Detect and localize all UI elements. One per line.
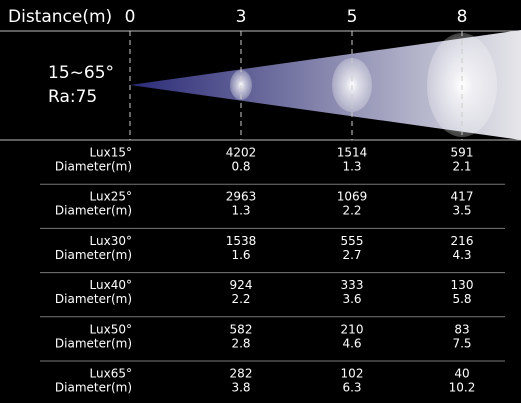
diameter-label: Diameter(m) bbox=[55, 381, 132, 395]
diameter-value: 3.5 bbox=[452, 204, 471, 218]
diameter-value: 5.8 bbox=[452, 292, 471, 306]
lux-value: 591 bbox=[451, 146, 474, 160]
distance-label: 5 bbox=[347, 7, 358, 27]
diameter-value: 2.2 bbox=[342, 204, 361, 218]
lux-label: Lux50° bbox=[90, 322, 132, 336]
diameter-label: Diameter(m) bbox=[55, 292, 132, 306]
distance-label: 3 bbox=[236, 7, 247, 27]
diameter-value: 1.3 bbox=[231, 204, 250, 218]
lux-label: Lux40° bbox=[90, 278, 132, 292]
lux-value: 40 bbox=[454, 367, 469, 381]
lux-value: 1514 bbox=[337, 146, 368, 160]
diameter-label: Diameter(m) bbox=[55, 248, 132, 262]
diameter-value: 4.3 bbox=[452, 248, 471, 262]
lux-value: 130 bbox=[451, 278, 474, 292]
diameter-label: Diameter(m) bbox=[55, 160, 132, 174]
lux-label: Lux30° bbox=[90, 234, 132, 248]
lux-label: Lux25° bbox=[90, 190, 132, 204]
lux-value: 1069 bbox=[337, 190, 368, 204]
diameter-value: 1.3 bbox=[342, 160, 361, 174]
lux-value: 417 bbox=[451, 190, 474, 204]
beam-angle: 15~65° bbox=[48, 63, 114, 83]
diameter-value: 3.6 bbox=[342, 292, 361, 306]
lux-value: 83 bbox=[454, 322, 469, 336]
lux-value: 555 bbox=[341, 234, 364, 248]
diameter-value: 6.3 bbox=[342, 381, 361, 395]
lux-value: 210 bbox=[341, 322, 364, 336]
beam-cone bbox=[130, 30, 521, 140]
diameter-value: 2.1 bbox=[452, 160, 471, 174]
lux-value: 102 bbox=[341, 367, 364, 381]
lux-value: 333 bbox=[341, 278, 364, 292]
diameter-value: 2.7 bbox=[342, 248, 361, 262]
diameter-label: Diameter(m) bbox=[55, 204, 132, 218]
lux-label: Lux65° bbox=[90, 367, 132, 381]
diameter-value: 7.5 bbox=[452, 336, 471, 350]
diameter-value: 2.2 bbox=[231, 292, 250, 306]
diameter-value: 0.8 bbox=[231, 160, 250, 174]
lux-label: Lux15° bbox=[90, 146, 132, 160]
distance-label: 0 bbox=[125, 7, 136, 27]
diameter-value: 4.6 bbox=[342, 336, 361, 350]
lux-value: 924 bbox=[230, 278, 253, 292]
diameter-value: 10.2 bbox=[449, 381, 476, 395]
lux-value: 1538 bbox=[226, 234, 257, 248]
diameter-label: Diameter(m) bbox=[55, 336, 132, 350]
lux-value: 282 bbox=[230, 367, 253, 381]
diameter-value: 3.8 bbox=[231, 381, 250, 395]
lux-value: 2963 bbox=[226, 190, 257, 204]
lux-value: 4202 bbox=[226, 146, 257, 160]
lux-value: 216 bbox=[451, 234, 474, 248]
distance-label: 8 bbox=[457, 7, 468, 27]
distance-title: Distance(m) bbox=[8, 7, 112, 27]
lux-value: 582 bbox=[230, 322, 253, 336]
diameter-value: 2.8 bbox=[231, 336, 250, 350]
diameter-value: 1.6 bbox=[231, 248, 250, 262]
color-rendering: Ra:75 bbox=[48, 87, 97, 107]
